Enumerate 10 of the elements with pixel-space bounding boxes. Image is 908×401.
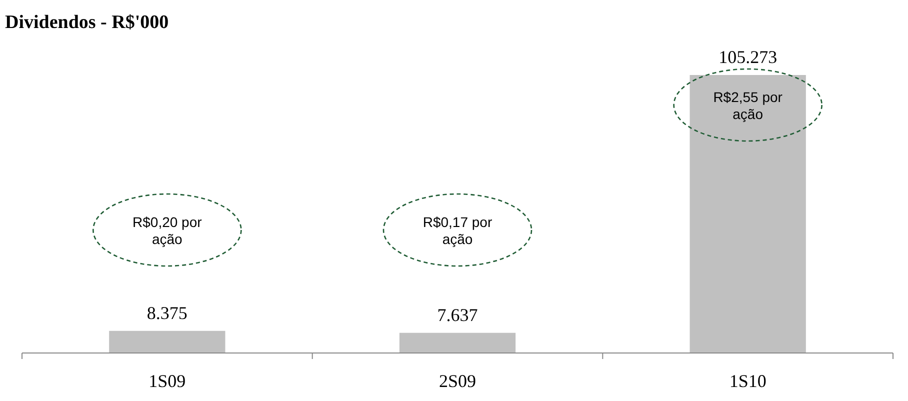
x-tick-label: 2S09 xyxy=(438,371,476,391)
annotation: R$0,20 por ação xyxy=(132,214,202,247)
chart-title: Dividendos - R$'000 xyxy=(5,12,169,33)
annotation: R$2,55 por ação xyxy=(713,89,783,122)
x-tick-label: 1S10 xyxy=(729,371,766,391)
data-label: 8.375 xyxy=(146,302,188,323)
data-label: 105.273 xyxy=(718,47,778,67)
x-tick-label: 1S09 xyxy=(148,371,186,391)
annotation: R$0,17 por ação xyxy=(422,214,492,247)
data-label: 7.637 xyxy=(437,304,478,325)
